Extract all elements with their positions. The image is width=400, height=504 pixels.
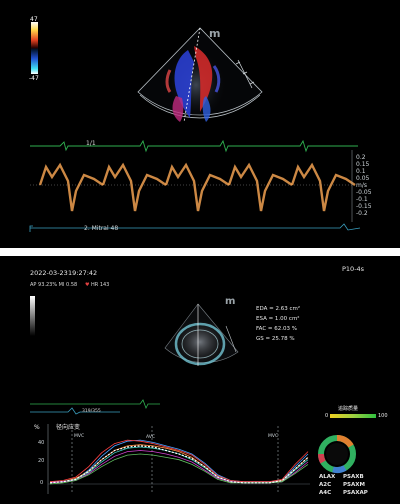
ecg-label: 1/1: [86, 140, 96, 147]
segment-ring: [318, 434, 356, 474]
ultrasound-sector-2d: [164, 303, 239, 368]
doppler-beat: [290, 162, 356, 212]
gs-value: GS = 25.78 %: [256, 336, 295, 342]
doppler-beat: [101, 162, 167, 212]
chart-title: 径向应变: [56, 424, 81, 431]
mvc-label-right: MVC: [268, 434, 279, 439]
colorbar-min: 0: [325, 413, 329, 419]
y-unit: %: [34, 424, 40, 431]
scale-tick: 0.05: [356, 175, 370, 182]
view-code: ALAX: [319, 474, 336, 480]
view-label: PSAXM: [343, 482, 365, 488]
heart-rate: HR 143: [91, 282, 110, 288]
acquisition-params: AP 93.23% MI 0.58: [30, 282, 78, 288]
date: 2022-03-23: [30, 269, 68, 277]
strain-graphics: [30, 296, 376, 494]
strain-curves: [49, 439, 309, 485]
sector-marker: m: [225, 296, 236, 307]
ecg-strip: [30, 399, 160, 409]
strain-series-line: [49, 446, 309, 484]
strain-series-line: [50, 439, 309, 483]
esa-value: ESA = 1.00 cm²: [256, 316, 300, 322]
scale-tick: -0.1: [356, 196, 368, 203]
scale-tick: 0.2: [356, 154, 366, 161]
scale-tick: 0.1: [356, 168, 366, 175]
strain-series-line: [49, 445, 309, 484]
frame-counter: 319/355: [82, 409, 101, 414]
probe-id: P10-4s: [342, 265, 365, 273]
sector-marker: m: [209, 27, 221, 40]
color-scale-max: 47: [30, 16, 38, 23]
y-tick: 40: [38, 440, 45, 446]
doppler-beat: [38, 162, 104, 212]
time: 19:27:42: [68, 269, 98, 277]
doppler-beat: [227, 162, 293, 212]
strain-series-line: [49, 439, 309, 483]
ultrasound-sector: [137, 27, 263, 123]
strain-panel: 2022-03-23 19:27:42 P10-4s AP 93.23% MI …: [0, 256, 400, 504]
mvc-label-left: MVC: [74, 434, 85, 439]
scale-tick: -0.05: [356, 189, 372, 196]
color-scale-min: -47: [29, 75, 39, 82]
view-code: A2C: [319, 482, 332, 488]
eda-value: EDA = 2.63 cm²: [256, 306, 301, 312]
gray-scale-bar: [30, 296, 35, 336]
strain-series-line: [49, 453, 309, 485]
scale-tick: 0.15: [356, 161, 370, 168]
scale-tick: -0.2: [356, 210, 368, 217]
fac-value: FAC = 62.03 %: [256, 326, 297, 332]
y-tick: 20: [38, 458, 45, 464]
doppler-spectrum: [38, 162, 356, 212]
quality-colorbar: [330, 414, 376, 418]
y-tick: 0: [40, 480, 44, 486]
sweep-label: 2. Mitral 48: [84, 225, 119, 232]
view-label: PSAXAP: [343, 490, 368, 496]
ecg-trace: [30, 139, 358, 153]
view-label: PSAXB: [343, 474, 364, 480]
color-scale-bar: [31, 22, 38, 74]
avc-label: AVC: [146, 435, 156, 440]
doppler-panel: 47 -47 m 1/1 0.2 0.15 0.1 0.05 m/s -0.05…: [0, 0, 400, 248]
doppler-beat: [164, 162, 230, 212]
colorbar-title: 追踪质量: [338, 406, 359, 412]
scale-tick: -0.15: [356, 203, 372, 210]
scale-unit: m/s: [356, 182, 367, 189]
colorbar-max: 100: [378, 413, 388, 419]
view-code: A4C: [319, 490, 332, 496]
ecg-trace-bottom: [30, 223, 361, 231]
doppler-graphics: [29, 22, 361, 232]
heart-icon: ♥: [85, 282, 90, 288]
